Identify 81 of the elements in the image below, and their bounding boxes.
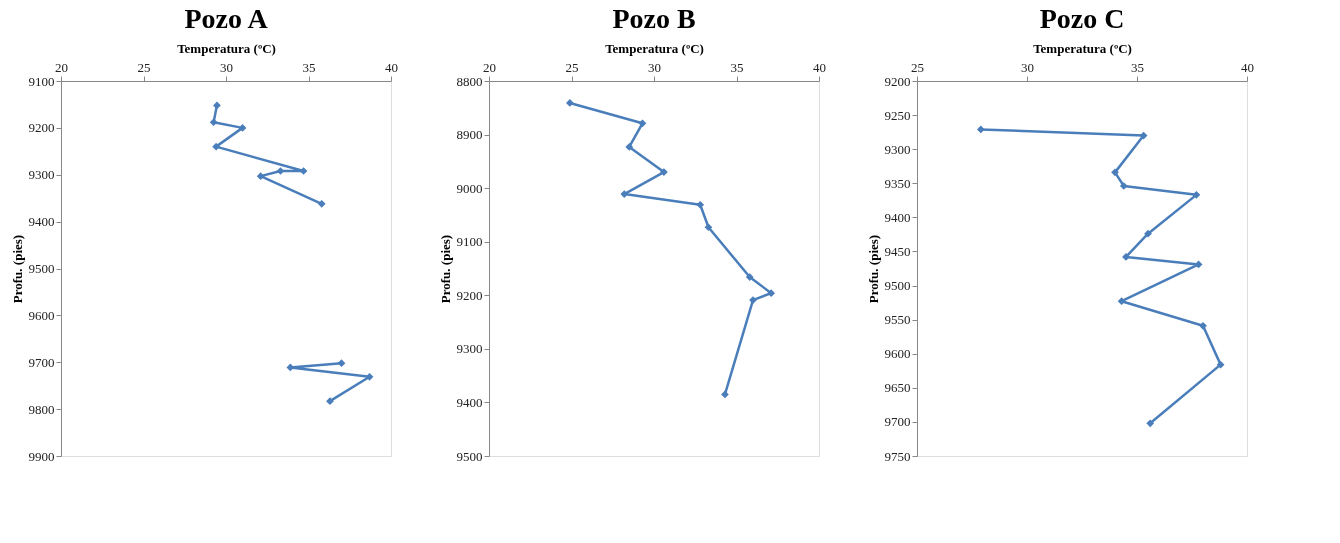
y-tick-label: 9700 — [28, 354, 55, 370]
point — [625, 143, 634, 151]
point — [337, 359, 346, 368]
x-tick-label: 40 — [385, 59, 398, 75]
y-tick-label: 9400 — [884, 209, 911, 225]
y-tick-label: 9200 — [884, 73, 911, 89]
x-tick-label: 35 — [1131, 59, 1144, 75]
point — [1192, 190, 1201, 199]
point — [1119, 182, 1128, 190]
y-tick-label: 9300 — [28, 167, 55, 183]
point — [1216, 360, 1225, 369]
x-tick-label: 30 — [220, 59, 233, 75]
point — [565, 99, 574, 107]
y-tick-label: 9450 — [884, 243, 911, 259]
y-tick-label: 9250 — [884, 107, 911, 123]
y-tick-label: 8800 — [456, 73, 483, 89]
x-tick-label: 25 — [565, 59, 579, 75]
point — [1144, 229, 1152, 238]
point — [1146, 419, 1155, 428]
x-tick-label: 40 — [1241, 59, 1254, 75]
y-axis-title: Profu. (pies) — [865, 234, 881, 304]
point — [238, 124, 247, 132]
x-axis-title: Temperatura (ºC) — [605, 40, 704, 56]
x-axis-title: Temperatura (ºC) — [1033, 40, 1132, 56]
y-tick-label: 9700 — [884, 414, 911, 430]
y-tick-label: 9400 — [28, 214, 55, 230]
point — [1139, 131, 1148, 140]
point — [209, 118, 218, 127]
y-tick-label: 9350 — [884, 175, 911, 191]
y-tick-label: 9200 — [456, 287, 483, 303]
y-tick-label: 9500 — [28, 261, 55, 276]
point — [638, 119, 647, 128]
y-axis-title: Profu. (pies) — [437, 234, 453, 304]
y-tick-label: 9600 — [884, 346, 911, 362]
y-tick-label: 9800 — [28, 401, 55, 417]
y-tick-label: 9500 — [456, 448, 483, 464]
x-tick-label: 20 — [483, 59, 496, 75]
point — [213, 101, 221, 110]
point — [299, 167, 308, 175]
y-tick-label: 9100 — [28, 73, 55, 89]
x-tick-label: 25 — [911, 59, 924, 75]
point — [256, 172, 265, 181]
chart-title: Pozo C — [1039, 3, 1125, 34]
y-tick-label: 9300 — [456, 341, 483, 357]
y-tick-label: 8900 — [456, 127, 483, 143]
point — [326, 397, 334, 406]
y-axis-title: Profu. (pies) — [9, 234, 25, 304]
x-axis-title: Temperatura (ºC) — [177, 40, 276, 56]
point — [1111, 168, 1119, 177]
point — [1199, 321, 1207, 330]
y-tick-label: 9200 — [28, 120, 55, 136]
x-tick-label: 40 — [813, 59, 826, 75]
x-tick-label: 30 — [648, 59, 661, 75]
point — [696, 200, 705, 209]
chart-title: Pozo B — [612, 3, 696, 34]
point — [745, 273, 754, 281]
point — [276, 167, 285, 175]
point — [660, 168, 668, 176]
point — [317, 199, 326, 208]
point — [767, 289, 776, 298]
x-tick-label: 35 — [302, 59, 316, 75]
point — [704, 223, 713, 232]
y-tick-label: 9400 — [456, 394, 483, 410]
y-tick-label: 9600 — [28, 307, 55, 323]
x-tick-label: 25 — [137, 59, 151, 75]
x-tick-label: 35 — [730, 59, 744, 75]
chart-title: Pozo A — [184, 3, 269, 34]
y-tick-label: 9100 — [456, 234, 483, 250]
x-tick-label: 20 — [55, 59, 68, 75]
y-tick-label: 9500 — [884, 278, 911, 294]
point — [721, 390, 729, 399]
y-tick-label: 9550 — [884, 312, 911, 328]
y-tick-label: 9750 — [884, 448, 911, 464]
y-tick-label: 9000 — [456, 180, 483, 196]
x-tick-label: 30 — [1021, 59, 1034, 75]
point — [976, 125, 985, 134]
point — [212, 142, 220, 151]
point — [365, 372, 374, 381]
y-tick-label: 9900 — [28, 448, 55, 464]
y-tick-label: 9300 — [884, 141, 911, 157]
y-tick-label: 9650 — [884, 380, 911, 396]
